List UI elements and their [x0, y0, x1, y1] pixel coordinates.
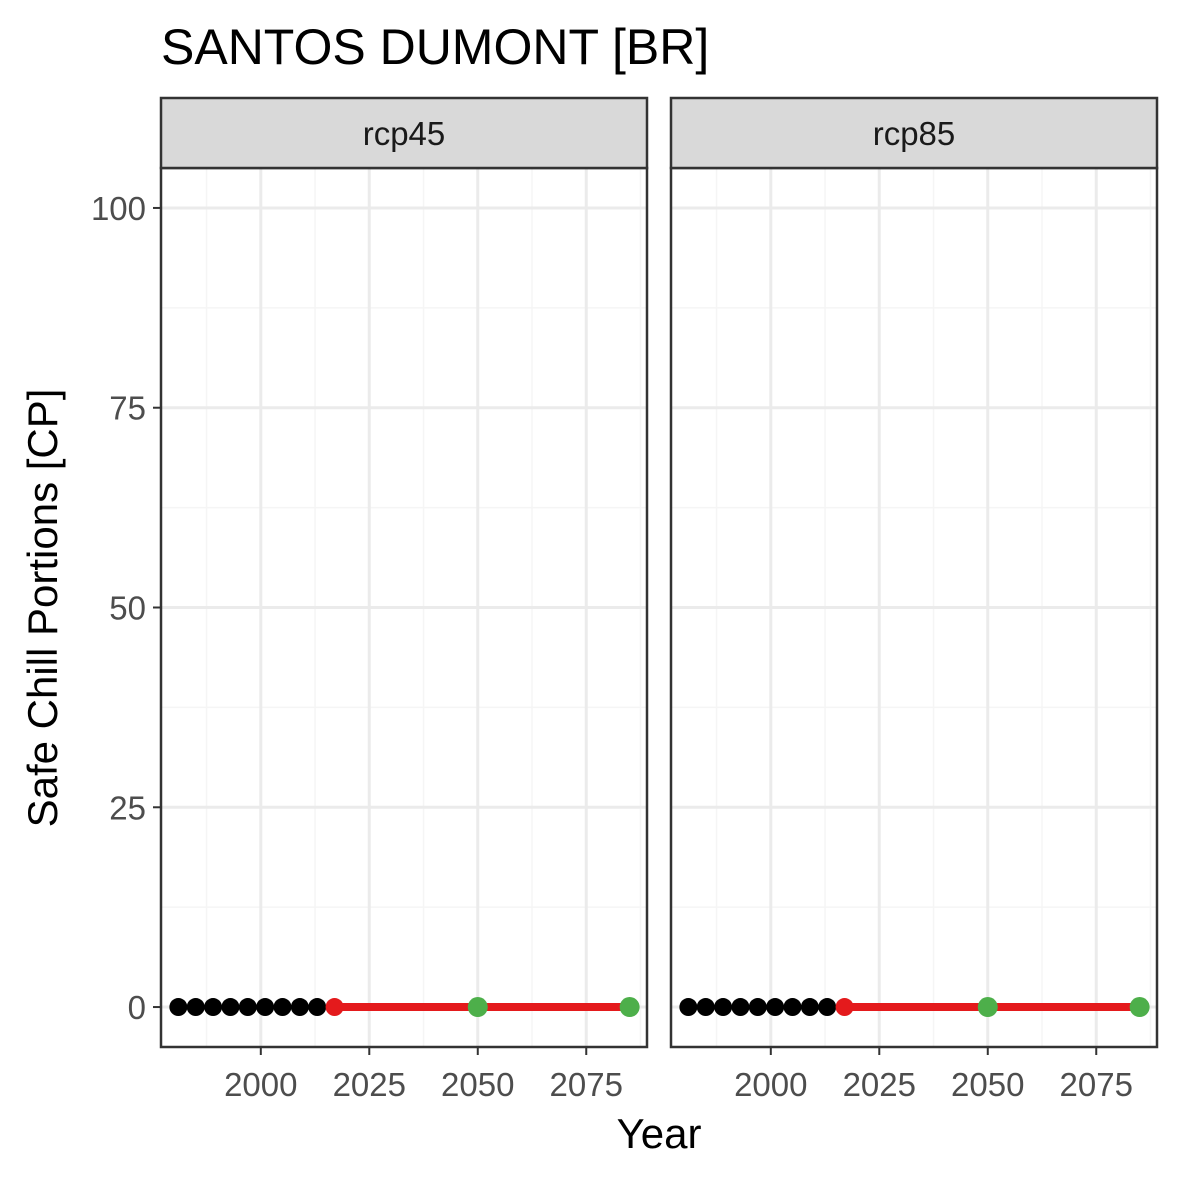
- x-tick-label: 2075: [550, 1066, 623, 1103]
- historic-point: [290, 998, 309, 1017]
- scenario-point: [1129, 997, 1150, 1018]
- y-tick-label: 100: [91, 190, 146, 227]
- facet-panel-rcp45: rcp45 2000 2025 2050 2075: [159, 96, 649, 1103]
- historic-point: [221, 998, 240, 1017]
- x-tick-label: 2050: [951, 1066, 1024, 1103]
- chart-title: SANTOS DUMONT [BR]: [161, 19, 709, 75]
- trend-start-point: [835, 998, 854, 1017]
- facet-panels: 0 25 50 75 100 rcp45 2000 2025 2050 2075 rcp85 2000…: [91, 96, 1159, 1103]
- historic-point: [800, 998, 819, 1017]
- historic-point: [204, 998, 223, 1017]
- facet-panel-rcp85: rcp85 2000 2025 2050 2075: [669, 96, 1159, 1103]
- x-tick-label: 2050: [441, 1066, 514, 1103]
- historic-point: [273, 998, 292, 1017]
- y-tick-label: 25: [109, 789, 146, 826]
- historic-point: [238, 998, 257, 1017]
- scenario-point: [977, 997, 998, 1018]
- historic-point: [186, 998, 205, 1017]
- trend-start-point: [325, 998, 344, 1017]
- historic-point: [731, 998, 750, 1017]
- facet-strip: [159, 96, 649, 170]
- y-axis-title: Safe Chill Portions [CP]: [19, 389, 66, 828]
- y-tick-label: 0: [128, 989, 146, 1026]
- scenario-point: [619, 997, 640, 1018]
- historic-point: [783, 998, 802, 1017]
- x-tick-label: 2000: [734, 1066, 807, 1103]
- historic-point: [169, 998, 188, 1017]
- historic-point: [696, 998, 715, 1017]
- historic-point: [766, 998, 785, 1017]
- x-tick-label: 2075: [1060, 1066, 1133, 1103]
- facet-strip-label: rcp45: [363, 115, 446, 152]
- historic-point: [714, 998, 733, 1017]
- y-tick-label: 50: [109, 590, 146, 627]
- facet-strip: [669, 96, 1159, 170]
- scenario-point: [467, 997, 488, 1018]
- x-axis-title: Year: [617, 1110, 702, 1157]
- x-tick-label: 2025: [843, 1066, 916, 1103]
- x-tick-label: 2025: [333, 1066, 406, 1103]
- facet-strip-label: rcp85: [873, 115, 956, 152]
- x-tick-label: 2000: [224, 1066, 297, 1103]
- historic-point: [679, 998, 698, 1017]
- historic-point: [256, 998, 275, 1017]
- historic-point: [818, 998, 837, 1017]
- historic-point: [748, 998, 767, 1017]
- historic-point: [308, 998, 327, 1017]
- y-tick-label: 75: [109, 390, 146, 427]
